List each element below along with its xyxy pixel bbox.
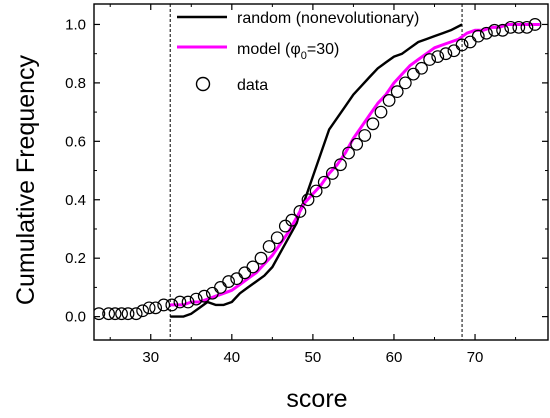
data-point — [374, 105, 388, 119]
y-tick-label: 1.0 — [65, 16, 86, 33]
data-point — [157, 298, 171, 312]
data-point — [325, 167, 339, 180]
data-point — [214, 281, 227, 294]
data-point — [189, 292, 203, 306]
plot-inner — [94, 4, 542, 340]
axes — [93, 3, 549, 341]
legend-label-model-sub: 0 — [301, 50, 307, 62]
series-line-0 — [170, 23, 463, 318]
x-tick-label: 70 — [467, 349, 484, 366]
data-point — [366, 117, 380, 131]
data-point — [390, 85, 404, 99]
ticks: 30 40 50 60 70 0.0 0.2 0.4 0.6 0.8 1.0 — [65, 4, 548, 366]
data-point — [149, 301, 163, 315]
y-tick-label: 0.4 — [65, 192, 86, 209]
data-point — [115, 307, 128, 321]
data-point — [121, 307, 135, 321]
data-point — [415, 61, 428, 75]
legend-marker-data — [195, 76, 211, 92]
legend-label-random: random (nonevolutionary) — [237, 10, 419, 27]
data-point — [455, 38, 469, 52]
y-tick-label: 0.0 — [65, 309, 86, 326]
data-point — [165, 298, 179, 312]
data-point — [512, 20, 526, 34]
data-point — [270, 231, 284, 245]
legend-label-model: model (φ0=30) — [237, 41, 339, 62]
series-line-1 — [170, 23, 540, 307]
data-point — [382, 94, 396, 107]
data-point — [398, 76, 412, 90]
data-point — [301, 193, 315, 207]
data-point — [334, 158, 347, 172]
data-point — [108, 307, 122, 321]
data-point — [358, 129, 372, 142]
legend: random (nonevolutionary) model (φ0=30) d… — [177, 10, 419, 94]
data-point — [504, 20, 518, 34]
data-point — [230, 272, 244, 286]
x-axis-title: score — [286, 385, 347, 413]
data-point — [528, 18, 542, 31]
data-point — [142, 301, 156, 315]
data-point — [246, 260, 260, 274]
y-tick-label: 0.2 — [65, 250, 86, 267]
data-point — [285, 213, 299, 227]
data-point — [309, 184, 323, 198]
legend-label-model-end: =30) — [307, 41, 339, 58]
data-point — [479, 26, 493, 40]
plot-frame — [93, 3, 549, 341]
data-point — [463, 35, 477, 49]
data-point — [222, 275, 235, 288]
data-point — [447, 44, 461, 58]
data-point — [423, 53, 437, 66]
data-point — [262, 240, 276, 253]
plot-area — [94, 4, 542, 340]
data-point — [94, 307, 106, 321]
legend-label-data: data — [237, 77, 268, 94]
y-tick-label: 0.6 — [65, 133, 86, 150]
data-point — [488, 23, 501, 37]
data-point — [181, 295, 195, 309]
data-point — [129, 307, 143, 321]
data-point — [197, 289, 211, 303]
x-tick-label: 30 — [142, 349, 159, 366]
data-point — [471, 29, 485, 43]
data-point — [496, 23, 510, 37]
x-tick-label: 60 — [386, 349, 403, 366]
y-tick-label: 0.8 — [65, 75, 86, 92]
data-point — [342, 146, 355, 160]
data-point — [439, 47, 453, 61]
data-point — [407, 67, 420, 81]
data-point — [102, 307, 115, 321]
x-tick-label: 40 — [223, 349, 240, 366]
x-tick-label: 50 — [305, 349, 322, 366]
data-point — [173, 295, 187, 309]
data-point — [350, 137, 364, 151]
data-point — [136, 304, 150, 318]
data-point — [520, 20, 534, 34]
data-point — [293, 205, 307, 218]
data-point — [238, 266, 252, 280]
data-point — [254, 251, 268, 265]
data-point — [431, 50, 445, 63]
y-axis-title: Cumulative Frequency — [12, 54, 40, 305]
legend-label-model-main: model (φ — [237, 41, 301, 58]
data-point — [317, 175, 331, 189]
